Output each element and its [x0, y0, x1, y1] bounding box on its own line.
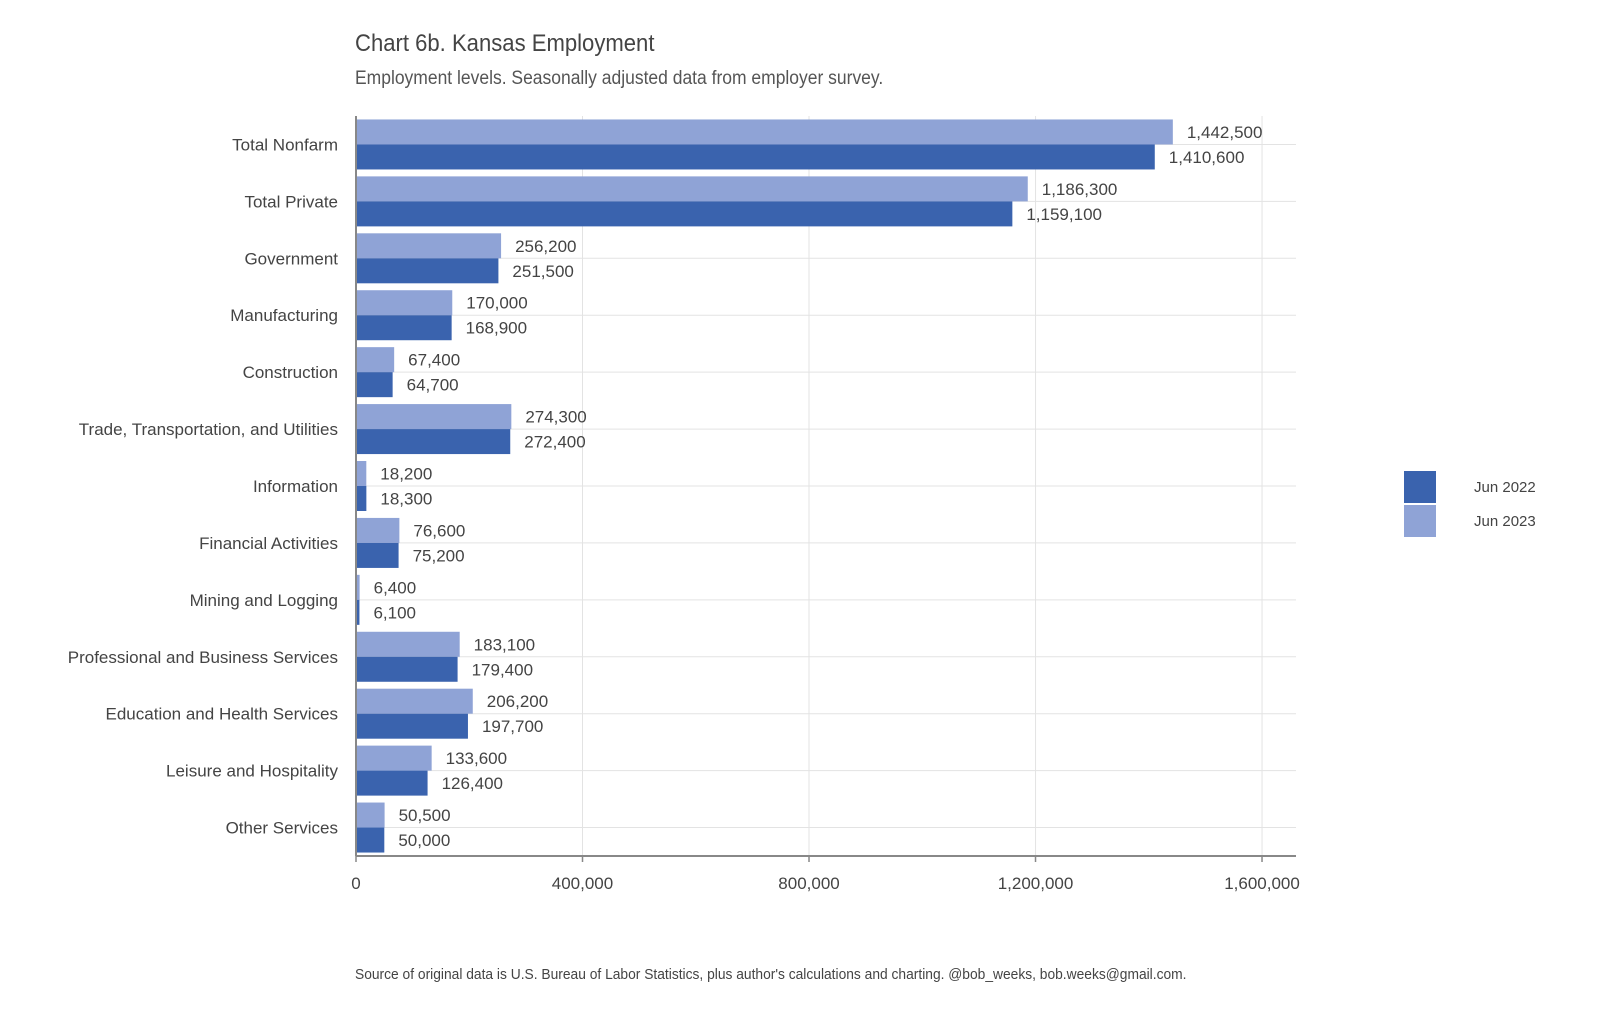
category-label: Mining and Logging — [190, 591, 338, 610]
bar-jun-2023 — [356, 119, 1173, 145]
category-label: Leisure and Hospitality — [166, 762, 338, 781]
bar-jun-2022 — [356, 713, 468, 739]
bar-jun-2023 — [356, 176, 1028, 202]
bar-jun-2022 — [356, 542, 399, 568]
bar-jun-2023 — [356, 404, 512, 430]
category-label: Trade, Transportation, and Utilities — [79, 420, 338, 439]
category-label: Information — [253, 477, 338, 496]
bar-jun-2023 — [356, 290, 453, 316]
data-label: 206,200 — [487, 692, 548, 711]
data-label: 6,400 — [374, 578, 417, 597]
bar-jun-2022 — [356, 770, 428, 796]
category-label: Professional and Business Services — [68, 648, 338, 667]
grid-lines — [355, 116, 1296, 856]
bar-jun-2022 — [356, 201, 1013, 227]
legend: Jun 2022 Jun 2023 — [1404, 470, 1536, 538]
data-label: 1,186,300 — [1042, 180, 1118, 199]
data-label: 64,700 — [407, 376, 459, 395]
data-label: 50,000 — [398, 831, 450, 850]
bar-jun-2022 — [356, 258, 499, 284]
data-label: 126,400 — [442, 774, 503, 793]
bar-jun-2023 — [356, 347, 395, 373]
bar-jun-2022 — [356, 372, 393, 398]
legend-item-jun-2022: Jun 2022 — [1404, 470, 1536, 504]
data-label: 183,100 — [474, 635, 535, 654]
x-tick-label: 0 — [351, 874, 360, 893]
data-label: 274,300 — [525, 408, 586, 427]
data-label: 18,300 — [380, 490, 432, 509]
data-label: 75,200 — [413, 546, 465, 565]
category-label: Total Private — [244, 192, 338, 211]
x-tick-label: 1,600,000 — [1224, 874, 1300, 893]
data-label: 76,600 — [413, 521, 465, 540]
bar-jun-2022 — [356, 144, 1155, 170]
chart-caption: Source of original data is U.S. Bureau o… — [355, 966, 1187, 983]
data-label: 50,500 — [399, 806, 451, 825]
bar-jun-2022 — [356, 827, 385, 853]
data-label: 256,200 — [515, 237, 576, 256]
bar-jun-2023 — [356, 745, 432, 771]
data-label: 168,900 — [466, 319, 527, 338]
category-label: Financial Activities — [199, 534, 338, 553]
category-label: Other Services — [226, 819, 338, 838]
axes — [355, 116, 1296, 862]
data-label: 1,159,100 — [1026, 205, 1102, 224]
bar-jun-2023 — [356, 802, 385, 828]
legend-swatch — [1404, 471, 1436, 503]
data-label: 179,400 — [472, 660, 533, 679]
data-label: 170,000 — [466, 294, 527, 313]
data-label: 1,442,500 — [1187, 123, 1263, 142]
bar-jun-2023 — [356, 517, 400, 543]
legend-swatch — [1404, 505, 1436, 537]
bar-jun-2022 — [356, 429, 511, 455]
legend-label: Jun 2023 — [1474, 512, 1536, 530]
data-label: 133,600 — [446, 749, 507, 768]
x-tick-label: 400,000 — [552, 874, 613, 893]
data-label: 1,410,600 — [1169, 148, 1245, 167]
data-label: 272,400 — [524, 433, 585, 452]
category-label: Government — [244, 249, 338, 268]
data-label: 67,400 — [408, 351, 460, 370]
chart-title: Chart 6b. Kansas Employment — [355, 30, 655, 57]
bar-jun-2023 — [356, 574, 360, 600]
data-label: 18,200 — [380, 465, 432, 484]
data-label: 251,500 — [512, 262, 573, 281]
category-label: Education and Health Services — [106, 705, 338, 724]
bar-jun-2022 — [356, 599, 360, 625]
bar-jun-2022 — [356, 315, 452, 341]
legend-item-jun-2023: Jun 2023 — [1404, 504, 1536, 538]
data-label: 6,100 — [373, 603, 416, 622]
legend-label: Jun 2022 — [1474, 478, 1536, 496]
bar-jun-2023 — [356, 461, 367, 486]
category-label: Manufacturing — [230, 306, 338, 325]
chart-subtitle: Employment levels. Seasonally adjusted d… — [355, 68, 884, 89]
bar-jun-2023 — [356, 233, 502, 259]
bar-jun-2022 — [356, 656, 458, 682]
data-label: 197,700 — [482, 717, 543, 736]
category-label: Construction — [243, 363, 338, 382]
bar-jun-2022 — [356, 486, 367, 511]
bar-jun-2023 — [356, 688, 473, 714]
x-tick-label: 800,000 — [778, 874, 839, 893]
bar-jun-2023 — [356, 631, 460, 657]
bars — [356, 119, 1173, 853]
labels: 1,442,500 1,410,600 Total Nonfarm 1,186,300… — [68, 123, 1300, 893]
x-tick-label: 1,200,000 — [998, 874, 1074, 893]
category-label: Total Nonfarm — [232, 135, 338, 154]
